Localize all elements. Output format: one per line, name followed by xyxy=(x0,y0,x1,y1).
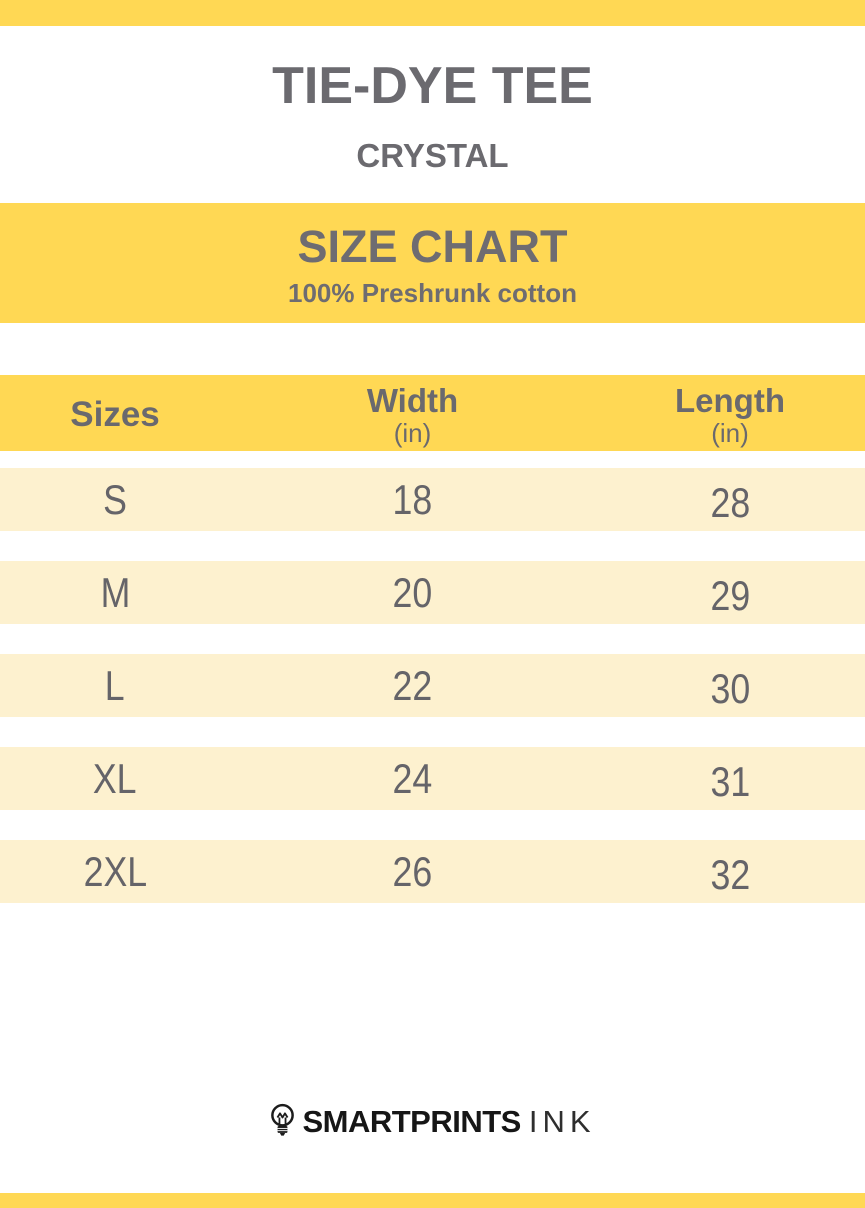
bottom-accent-bar xyxy=(0,1193,865,1208)
brand-logo: SMARTPRINTS INK xyxy=(0,1100,865,1144)
length-value: 31 xyxy=(710,757,750,805)
column-header-length-label: Length xyxy=(675,382,785,419)
length-value: 28 xyxy=(710,478,750,526)
size-cell: M xyxy=(0,561,230,624)
size-value: 2XL xyxy=(83,847,147,895)
length-value: 29 xyxy=(710,571,750,619)
length-value: 32 xyxy=(710,850,750,898)
column-header-width-unit: (in) xyxy=(393,418,432,448)
width-value: 22 xyxy=(392,661,433,709)
size-cell: L xyxy=(0,654,230,717)
column-header-length: Length (in) xyxy=(595,375,865,451)
column-header-sizes: Sizes xyxy=(70,395,160,434)
table-row: S 18 28 xyxy=(0,468,865,531)
product-title: TIE-DYE TEE xyxy=(272,57,593,115)
table-header-row: Sizes Width (in) Length (in) xyxy=(0,375,865,451)
width-value: 20 xyxy=(392,568,433,616)
width-cell: 26 xyxy=(230,840,595,903)
length-cell: 28 xyxy=(595,468,865,531)
length-cell: 30 xyxy=(595,654,865,717)
width-value: 18 xyxy=(392,475,433,523)
top-accent-bar xyxy=(0,0,865,26)
fabric-note: 100% Preshrunk cotton xyxy=(288,278,577,308)
width-value: 26 xyxy=(392,847,433,895)
table-row: XL 24 31 xyxy=(0,747,865,810)
table-row: 2XL 26 32 xyxy=(0,840,865,903)
table-row: M 20 29 xyxy=(0,561,865,624)
size-value: S xyxy=(103,475,127,523)
size-cell: XL xyxy=(0,747,230,810)
table-row: L 22 30 xyxy=(0,654,865,717)
length-cell: 29 xyxy=(595,561,865,624)
size-chart-heading: SIZE CHART xyxy=(297,221,568,272)
width-cell: 20 xyxy=(230,561,595,624)
length-cell: 31 xyxy=(595,747,865,810)
column-header-width-label: Width xyxy=(366,382,459,419)
width-cell: 22 xyxy=(230,654,595,717)
column-header-width: Width (in) xyxy=(230,375,595,451)
column-header-length-unit: (in) xyxy=(711,418,749,448)
size-cell: 2XL xyxy=(0,840,230,903)
width-cell: 18 xyxy=(230,468,595,531)
width-value: 24 xyxy=(392,754,433,802)
brand-name-bold: SMARTPRINTS xyxy=(302,1104,521,1139)
product-variant: CRYSTAL xyxy=(356,137,509,174)
length-cell: 32 xyxy=(595,840,865,903)
size-value: L xyxy=(105,661,125,709)
size-cell: S xyxy=(0,468,230,531)
brand-name-light: INK xyxy=(528,1104,596,1139)
width-cell: 24 xyxy=(230,747,595,810)
size-value: M xyxy=(100,568,130,616)
size-chart-banner: SIZE CHART 100% Preshrunk cotton xyxy=(0,203,865,323)
length-value: 30 xyxy=(710,664,750,712)
size-value: XL xyxy=(93,754,137,802)
lightbulb-icon xyxy=(269,1103,296,1141)
